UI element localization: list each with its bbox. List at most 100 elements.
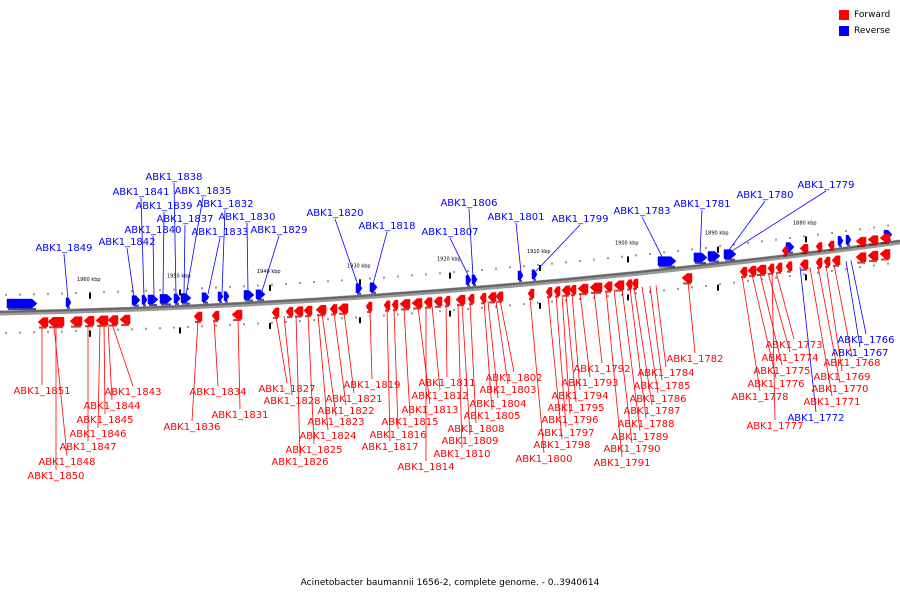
gene-label: ABK1_1794 (551, 391, 608, 402)
forward-gene-glyph-shadow (547, 296, 551, 299)
forward-gene-glyph (119, 314, 131, 325)
label-leader-lines (41, 182, 867, 470)
forward-gene-glyph (467, 293, 475, 304)
leader-line (629, 287, 647, 419)
gene-label: ABK1_1842 (98, 237, 155, 248)
leader-line (741, 275, 761, 392)
gene-label: ABK1_1787 (623, 406, 680, 417)
reverse-gene-glyph-shadow (519, 279, 522, 282)
gene-label: ABK1_1830 (218, 212, 275, 223)
leader-line (386, 309, 391, 442)
forward-gene-glyph (867, 235, 879, 244)
forward-gene-glyph-shadow (287, 316, 292, 319)
gene-label: ABK1_1850 (27, 471, 84, 482)
gene-label: ABK1_1848 (38, 457, 95, 468)
forward-gene-glyph-shadow (529, 298, 533, 301)
gene-label: ABK1_1791 (593, 458, 650, 469)
leader-line (63, 253, 69, 300)
leader-line (295, 315, 301, 457)
scale-label: 1890 kbp (705, 231, 729, 237)
forward-gene-glyph-shadow (425, 306, 431, 309)
gene-label: ABK1_1768 (823, 358, 880, 369)
gene-label: ABK1_1825 (285, 445, 342, 456)
gene-label: ABK1_1785 (633, 381, 690, 392)
leader-line (759, 273, 783, 366)
gene-label: ABK1_1835 (174, 186, 231, 197)
leader-line (817, 266, 841, 384)
leader-line (833, 264, 853, 358)
forward-gene-glyph (211, 310, 220, 321)
forward-gene-glyph-shadow (829, 248, 833, 251)
gene-label: ABK1_1824 (299, 431, 356, 442)
reverse-gene-glyph-shadow (257, 298, 264, 301)
forward-gene-glyph-shadow (97, 324, 107, 327)
forward-gene-glyph (855, 252, 867, 262)
forward-gene-glyph (799, 259, 809, 270)
reverse-gene-glyph (147, 294, 159, 305)
gene-label: ABK1_1771 (803, 397, 860, 408)
leader-line (727, 200, 766, 252)
forward-gene-glyph-shadow (881, 241, 889, 244)
leader-line (845, 261, 861, 348)
forward-gene-glyph-shadow (817, 250, 821, 253)
gene-label: ABK1_1767 (831, 348, 888, 359)
forward-gene-glyph (487, 292, 497, 302)
leader-line (403, 307, 411, 417)
gene-label: ABK1_1843 (104, 387, 161, 398)
reverse-gene-glyph-shadow (709, 260, 719, 263)
forward-gene-glyph (631, 278, 639, 289)
forward-gene-glyph (561, 285, 571, 296)
leader-line (571, 293, 581, 391)
forward-gene-glyph (577, 283, 589, 294)
gene-label: ABK1_1833 (191, 227, 248, 238)
leader-line (372, 231, 388, 285)
leader-line (53, 325, 68, 457)
gene-label: ABK1_1818 (358, 221, 415, 232)
gene-label: ABK1_1834 (189, 387, 246, 398)
forward-gene-glyph-shadow (555, 295, 559, 298)
reverse-gene-glyph-shadow (371, 291, 376, 294)
gene-features (6, 229, 893, 329)
forward-gene-glyph (613, 280, 625, 290)
gene-label: ABK1_1819 (343, 380, 400, 391)
reverse-gene-glyph-shadow (143, 304, 146, 307)
gene-label: ABK1_1807 (421, 227, 478, 238)
reverse-gene-glyph (707, 251, 721, 261)
forward-gene-glyph-shadow (413, 307, 421, 310)
gene-label: ABK1_1811 (418, 378, 475, 389)
gene-label: ABK1_1849 (35, 243, 92, 254)
scale-label: 1900 kbp (615, 240, 639, 246)
forward-gene-glyph-shadow (769, 272, 773, 275)
gene-label: ABK1_1798 (533, 440, 590, 451)
gene-label: ABK1_1773 (765, 340, 822, 351)
leader-line (468, 208, 474, 277)
gene-label: ABK1_1774 (761, 353, 818, 364)
leader-line (185, 196, 204, 296)
gene-label: ABK1_1788 (617, 419, 674, 430)
leader-line (103, 324, 106, 415)
gene-label: ABK1_1795 (547, 403, 604, 414)
forward-gene-glyph-shadow (109, 324, 117, 327)
leader-line (850, 260, 867, 335)
leader-line (809, 267, 833, 397)
forward-gene-glyph-shadow (757, 274, 765, 277)
scale-labels: 1960 kbp 1950 kbp 1940 kbp 1930 kbp 1920 kbp… (77, 220, 817, 337)
forward-gene-glyph (37, 317, 49, 327)
gene-label: ABK1_1816 (369, 430, 426, 441)
reverse-gene-glyph (837, 236, 844, 246)
gene-label: ABK1_1792 (573, 364, 630, 375)
reverse-gene-glyph-shadow (245, 299, 253, 302)
gene-label: ABK1_1808 (447, 424, 504, 435)
gene-label: ABK1_1831 (211, 410, 268, 421)
gene-label: ABK1_1815 (381, 417, 438, 428)
reverse-gene-glyph-shadow (847, 244, 850, 247)
reverse-gene-glyph (173, 293, 181, 304)
gene-label: ABK1_1781 (673, 199, 730, 210)
gene-label: ABK1_1769 (813, 372, 870, 383)
forward-gene-glyph-shadow (591, 291, 601, 294)
reverse-gene-glyph (531, 269, 538, 279)
leader-line (183, 224, 186, 296)
reverse-gene-glyph-shadow (533, 278, 536, 281)
leader-line (771, 272, 776, 421)
forward-gene-glyph-shadow (213, 320, 218, 323)
